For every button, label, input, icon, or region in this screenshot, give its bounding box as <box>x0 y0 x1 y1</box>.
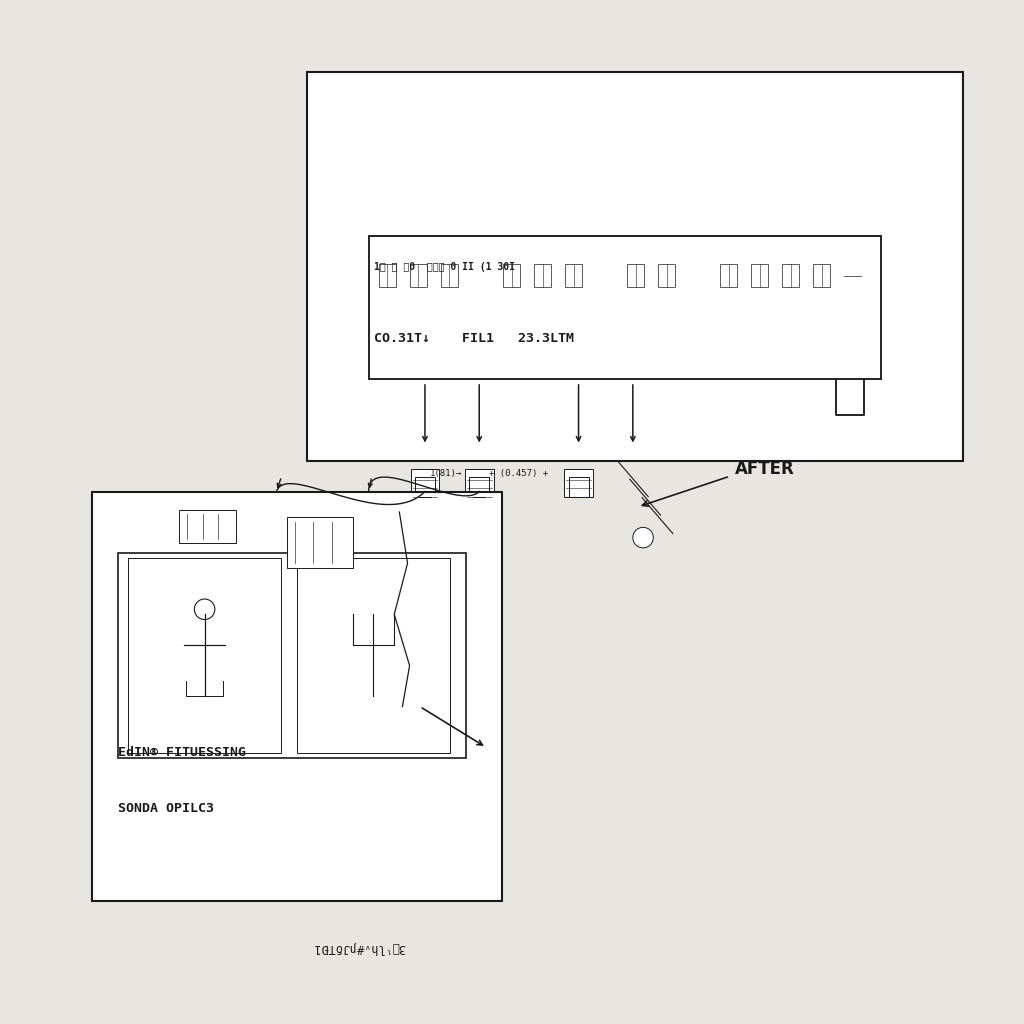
Bar <box>565 264 582 287</box>
Bar <box>535 264 551 287</box>
Bar <box>836 382 864 415</box>
Bar <box>627 264 644 287</box>
Bar <box>441 264 458 287</box>
Bar <box>813 264 830 287</box>
Bar <box>415 477 435 497</box>
Bar <box>297 558 450 753</box>
Bar <box>307 72 963 461</box>
Bar <box>752 264 768 287</box>
Text: 3ʺˡlhᵥ#ɲJδTƉ1: 3ʺˡlhᵥ#ɲJδTƉ1 <box>312 941 404 953</box>
Bar <box>179 510 236 543</box>
Text: SONDA OPILC3: SONDA OPILC3 <box>118 803 214 815</box>
Bar <box>465 469 494 497</box>
Text: 1(81)→: 1(81)→ <box>430 469 462 478</box>
Text: CO.31T↓    FIL1   23.3LTM: CO.31T↓ FIL1 23.3LTM <box>374 332 573 345</box>
Circle shape <box>633 527 653 548</box>
Bar <box>118 553 466 758</box>
Text: EdIN® FITUESSING: EdIN® FITUESSING <box>118 746 246 759</box>
Bar <box>92 492 502 901</box>
Bar <box>564 469 593 497</box>
Bar <box>410 264 427 287</box>
Text: 1ᗡ ℓ ᗡ0  ᗡᗣᗣ 0 II (1 30I: 1ᗡ ℓ ᗡ0 ᗡᗣᗣ 0 II (1 30I <box>374 262 515 272</box>
Text: AFTER: AFTER <box>735 460 795 478</box>
Circle shape <box>195 599 215 620</box>
Bar <box>568 477 589 497</box>
Text: + (0.457) +: + (0.457) + <box>489 469 549 478</box>
Bar <box>469 477 489 497</box>
Bar <box>782 264 800 287</box>
Bar <box>287 517 353 568</box>
Bar <box>720 264 737 287</box>
Bar <box>128 558 282 753</box>
Bar <box>369 236 881 379</box>
Bar <box>379 264 396 287</box>
Bar <box>658 264 675 287</box>
Bar <box>503 264 520 287</box>
Bar <box>411 469 439 497</box>
